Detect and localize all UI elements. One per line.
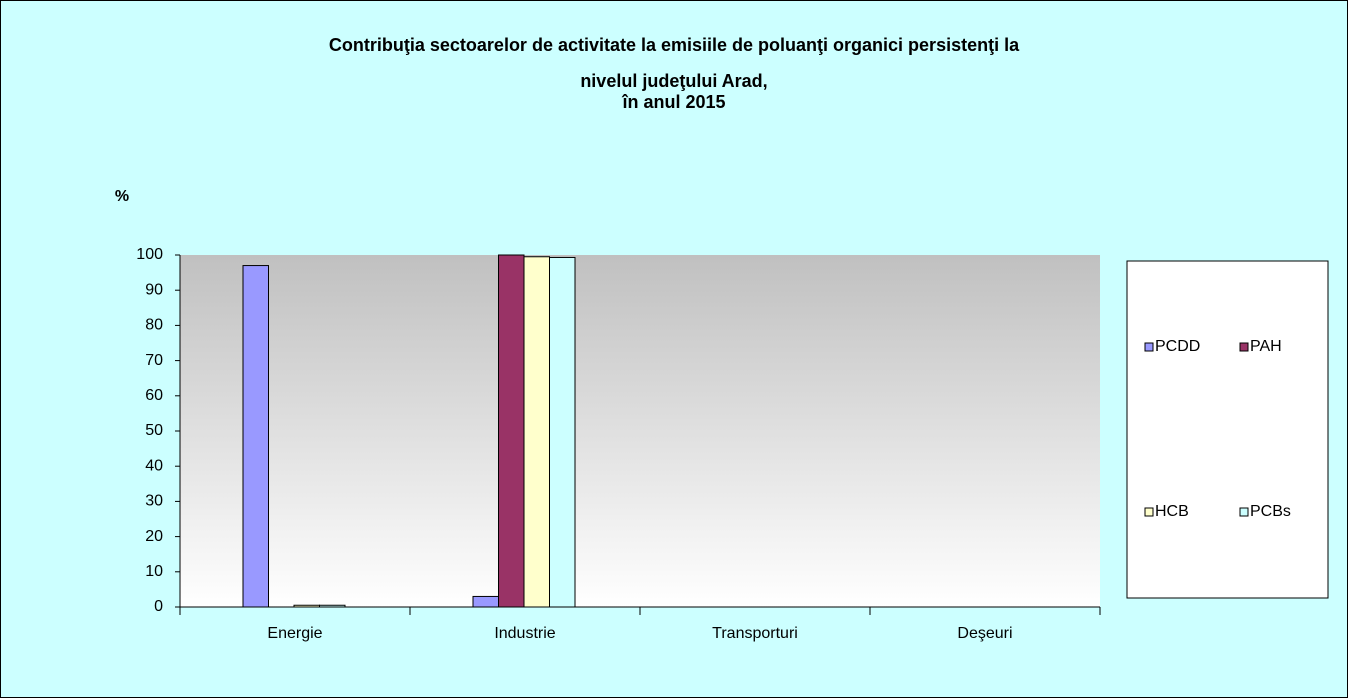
y-tick-label: 40 <box>145 457 163 474</box>
x-tick-label: Energie <box>267 625 322 642</box>
y-tick-label: 90 <box>145 281 163 298</box>
bar <box>472 595 499 608</box>
bar <box>242 265 269 608</box>
chart-title: nivelul judeţului Arad, <box>580 71 767 91</box>
y-axis-label: % <box>115 188 129 205</box>
y-tick-label: 50 <box>145 422 163 439</box>
y-tick-label: 80 <box>145 317 163 334</box>
y-tick-label: 10 <box>145 563 163 580</box>
bar <box>319 604 346 608</box>
y-tick-label: 60 <box>145 387 163 404</box>
plot-area <box>180 255 1100 607</box>
legend-label: PAH <box>1250 338 1282 355</box>
y-tick-label: 30 <box>145 493 163 510</box>
chart-title: în anul 2015 <box>621 92 725 112</box>
y-tick-label: 70 <box>145 352 163 369</box>
bar <box>293 604 320 608</box>
legend-swatch <box>1144 342 1154 352</box>
legend-swatch <box>1144 507 1154 517</box>
legend-swatch <box>1239 507 1249 517</box>
bar <box>498 254 525 608</box>
legend-label: HCB <box>1155 503 1189 520</box>
legend-label: PCDD <box>1155 338 1200 355</box>
x-tick-label: Transporturi <box>712 625 798 642</box>
x-tick-label: Industrie <box>494 625 555 642</box>
y-tick-label: 100 <box>136 246 163 263</box>
legend-label: PCBs <box>1250 503 1291 520</box>
legend <box>1126 260 1329 599</box>
y-tick-label: 20 <box>145 528 163 545</box>
bar <box>523 256 550 608</box>
x-tick-label: Deşeuri <box>957 625 1012 642</box>
legend-swatch <box>1239 342 1249 352</box>
bar <box>549 256 576 608</box>
y-tick-label: 0 <box>154 598 163 615</box>
chart-title: Contribuţia sectoarelor de activitate la… <box>329 35 1020 55</box>
